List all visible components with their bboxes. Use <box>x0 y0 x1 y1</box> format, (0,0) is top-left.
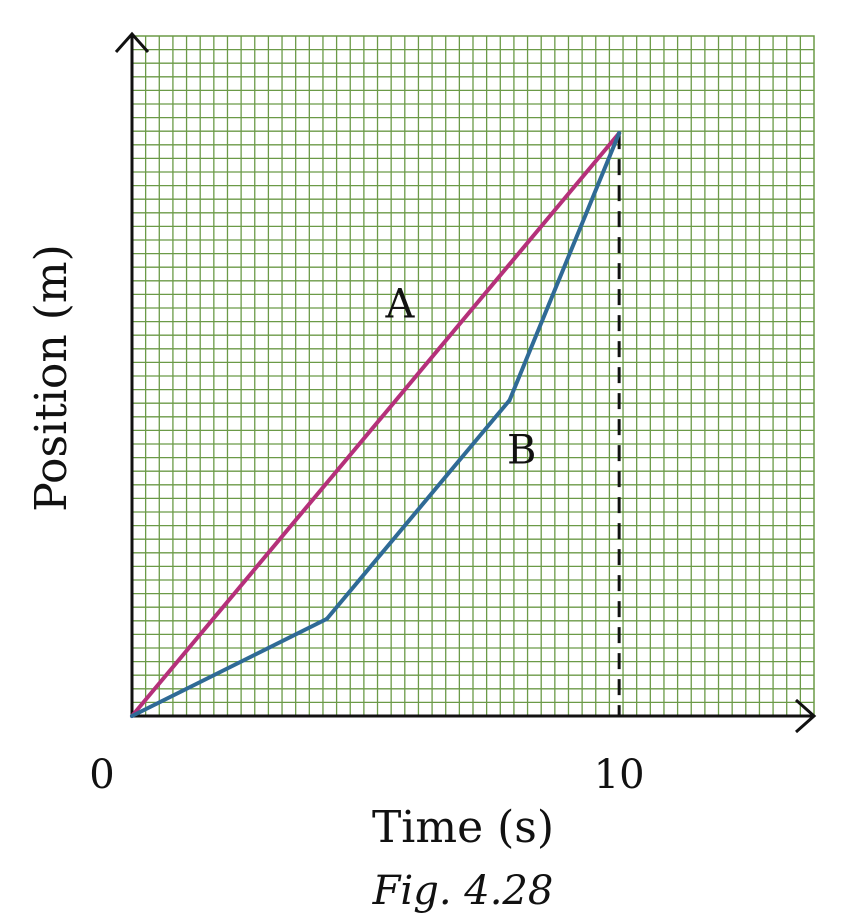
chart-series <box>130 131 622 718</box>
x-tick-label-0: 0 <box>89 752 114 798</box>
chart-grid <box>131 35 815 717</box>
x-axis-title: Time (s) <box>372 802 554 853</box>
figure-caption: Fig. 4.28 <box>372 868 554 914</box>
x-tick-label-10: 10 <box>594 752 645 798</box>
x-axis-arrow <box>795 698 817 734</box>
series-b-point-0 <box>130 714 134 718</box>
chart-axes <box>114 31 817 734</box>
series-label-b: B <box>507 427 536 473</box>
chart-labels: 0 10 Time (s) Position (m) A B Fig. 4.28 <box>26 244 645 914</box>
y-axis-arrow <box>114 31 150 53</box>
y-axis-title: Position (m) <box>26 244 77 512</box>
series-b-point-3 <box>617 131 622 136</box>
series-b-point-1 <box>324 616 329 621</box>
series-line-a <box>130 131 622 718</box>
series-label-a: A <box>384 282 415 328</box>
series-b-point-2 <box>507 398 512 403</box>
series-line-b <box>130 131 622 718</box>
